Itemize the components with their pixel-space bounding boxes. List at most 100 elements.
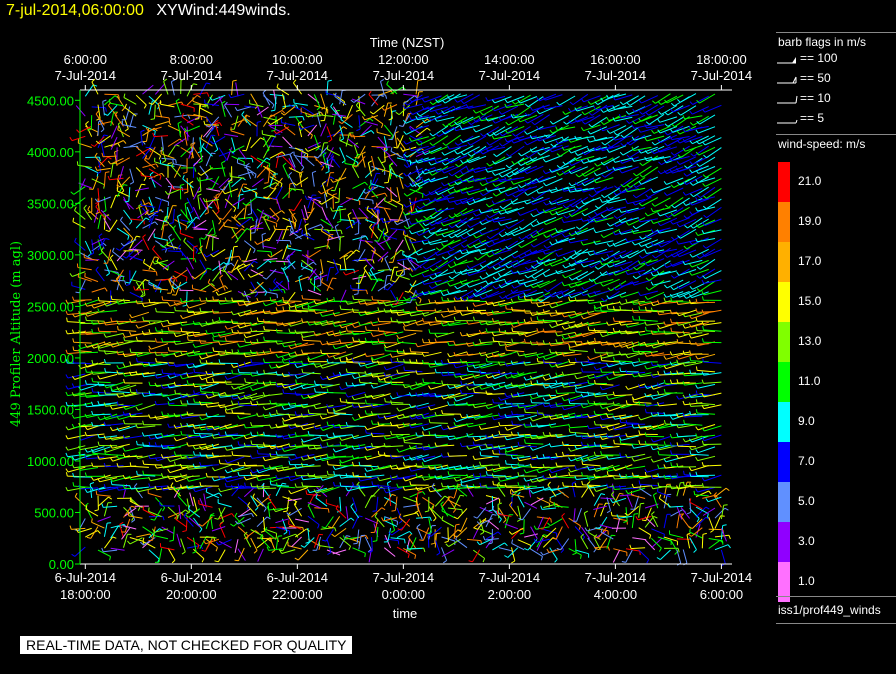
wind-barb-tick [98,233,103,237]
wind-barb [436,157,455,164]
wind-barb [302,414,321,418]
wind-barb [512,424,531,426]
wind-barb-tick [262,406,266,411]
wind-barb [451,165,468,177]
wind-barb [385,331,404,337]
wind-barb-tick [355,101,360,106]
wind-barb-tick [237,368,240,373]
wind-barb [475,413,493,420]
wind-barb-tick [294,374,298,379]
wind-barb-tick [453,373,457,378]
wind-barb [347,361,366,364]
wind-barb [451,207,468,219]
wind-barb [250,269,264,277]
wind-barb-tick [88,188,94,190]
wind-barb [267,497,277,509]
wind-barb-tick [186,465,189,470]
wind-barb-tick [174,277,178,282]
wind-barb-tick [422,491,426,495]
wind-barb [489,258,506,269]
wind-barb [405,209,423,216]
wind-barb-tick [474,257,478,261]
wind-barb-tick [183,191,189,194]
wind-barb [334,311,353,317]
wind-barb [442,321,461,327]
wind-barb-tick [519,532,524,535]
wind-barb [319,545,334,549]
wind-barb [443,311,461,318]
wind-barb-tick [510,402,514,407]
wind-barb-tick [230,435,235,440]
wind-barb [275,153,290,158]
wind-barb-tick [394,131,399,134]
wind-barb-tick [408,116,412,121]
wind-barb [237,106,251,112]
wind-barb [105,351,124,355]
wind-barb [487,486,506,489]
wind-barb [398,361,417,363]
wind-barb-tick [262,89,267,94]
wind-barb-tick [492,132,496,136]
wind-barb-tick [428,229,431,234]
wind-barb-tick [112,280,117,283]
wind-barb-tick [294,471,297,476]
wind-barb [309,487,328,494]
wind-barb [182,178,194,189]
wind-barb [508,219,525,229]
wind-barb-tick [395,111,400,116]
wind-barb-tick [218,351,221,357]
wind-barb [482,258,500,268]
wind-barb [194,425,213,429]
wind-barb-tick [491,352,495,357]
wind-barb [275,518,290,524]
wind-barb [180,146,192,158]
wind-barb-tick [482,558,486,563]
wind-barb [166,206,169,221]
wind-barb [296,177,309,186]
wind-barb-tick [474,288,478,293]
wind-barb [438,126,455,137]
wind-barb-tick [224,424,228,429]
wind-barb [182,350,200,356]
wind-barb-tick [282,296,285,302]
wind-barb [494,168,512,176]
wind-barb [192,537,197,552]
wind-barb [512,331,531,334]
wind-barb-tick [428,431,431,436]
wind-barb-tick [434,475,438,480]
wind-barb-tick [492,276,497,281]
wind-barb [451,116,468,127]
wind-barb [274,96,277,111]
wind-barb-tick [498,430,501,435]
wind-barb-tick [338,474,342,479]
wind-barb [258,381,277,384]
wind-barb [124,474,143,480]
wind-barb [286,257,296,270]
wind-barb-tick [364,310,368,315]
wind-barb [100,209,112,221]
wind-barb [455,363,474,369]
wind-barb [201,146,213,157]
wind-barb [102,101,105,116]
wind-barb-tick [160,464,164,469]
wind-barb-tick [460,244,465,248]
wind-barb [394,133,398,148]
wind-barb-tick [65,359,68,364]
wind-barb-tick [377,414,380,419]
wind-barb [406,157,423,168]
wind-barb [227,322,245,330]
wind-barb-tick [242,202,247,206]
wind-barb-tick [491,375,495,379]
wind-barb [180,538,186,552]
wind-barb-tick [364,467,368,472]
wind-barb [239,351,258,354]
wind-barb [193,548,205,559]
wind-barb-tick [345,473,348,478]
wind-barb-tick [253,550,258,554]
wind-barb [417,476,436,478]
wind-barb-tick [148,348,151,353]
wind-barb-tick [339,324,343,329]
wind-barb-tick [250,400,253,405]
wind-barb [352,547,366,554]
wind-barb [271,443,290,450]
